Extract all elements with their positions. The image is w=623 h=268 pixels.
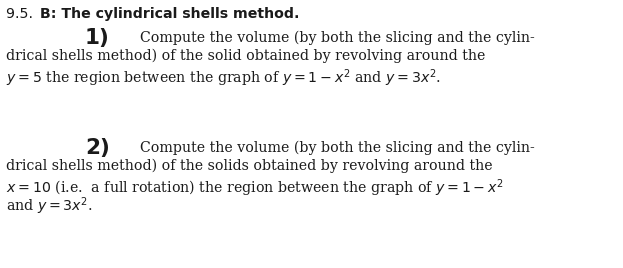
Text: B: The cylindrical shells method.: B: The cylindrical shells method. — [40, 7, 300, 21]
Text: Compute the volume (by both the slicing and the cylin-: Compute the volume (by both the slicing … — [140, 31, 535, 45]
Text: 1): 1) — [85, 28, 110, 48]
Text: 2): 2) — [85, 138, 110, 158]
Text: $x=10$ (i.e.  a full rotation) the region between the graph of $y=1-x^2$: $x=10$ (i.e. a full rotation) the region… — [6, 177, 503, 199]
Text: 9.5.: 9.5. — [6, 7, 40, 21]
Text: and $y=3x^2$.: and $y=3x^2$. — [6, 195, 93, 217]
Text: drical shells method) of the solid obtained by revolving around the: drical shells method) of the solid obtai… — [6, 49, 485, 64]
Text: $y=5$ the region between the graph of $y=1-x^2$ and $y=3x^2$.: $y=5$ the region between the graph of $y… — [6, 67, 441, 89]
Text: drical shells method) of the solids obtained by revolving around the: drical shells method) of the solids obta… — [6, 159, 493, 173]
Text: Compute the volume (by both the slicing and the cylin-: Compute the volume (by both the slicing … — [140, 141, 535, 155]
